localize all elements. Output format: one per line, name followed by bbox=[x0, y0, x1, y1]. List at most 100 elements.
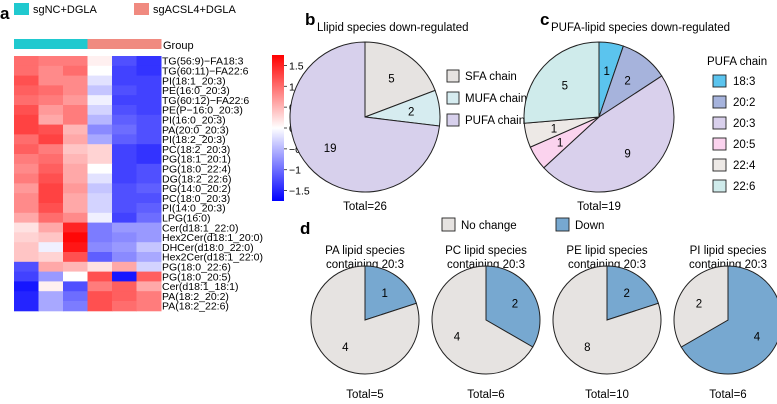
colorbar-tick-label: −1.5 bbox=[289, 186, 310, 198]
heatmap-cell bbox=[112, 203, 137, 214]
heatmap-cell bbox=[14, 271, 39, 282]
heatmap-cell bbox=[38, 291, 64, 302]
legend-label-sgnc: sgNC+DGLA bbox=[33, 4, 98, 16]
heatmap-cell bbox=[136, 114, 162, 126]
heatmap-cell bbox=[136, 232, 162, 243]
heatmap-cell bbox=[136, 163, 162, 175]
heatmap-row-label: Hex2Cer(d18:1_20:0) bbox=[162, 232, 263, 244]
pie-d-slice-label: 2 bbox=[696, 298, 702, 310]
heatmap-legend: sgNC+DGLA sgACSL4+DGLA bbox=[14, 3, 237, 16]
heatmap-row-label: TG(56:9)−FA18:3 bbox=[162, 56, 244, 68]
heatmap-cell bbox=[14, 144, 39, 155]
heatmap-row-label: DHCer(d18:0_22:0) bbox=[162, 242, 254, 254]
heatmap-cell bbox=[38, 95, 64, 106]
heatmap-cell bbox=[87, 301, 113, 312]
heatmap-cell bbox=[112, 291, 137, 302]
heatmap-cell bbox=[14, 163, 39, 175]
heatmap-row-label: PI(18:1_20:3) bbox=[162, 75, 226, 87]
heatmap-cell bbox=[87, 65, 113, 77]
heatmap-cell bbox=[38, 222, 64, 233]
heatmap-cell bbox=[112, 261, 137, 273]
heatmap-cell bbox=[136, 56, 162, 67]
heatmap-row-label: Hex2Cer(d18:1_22:0) bbox=[162, 252, 263, 264]
heatmap-cell bbox=[112, 124, 137, 135]
heatmap-row-label: TG(60:12)−FA22:6 bbox=[162, 95, 249, 107]
legend-c-swatch bbox=[712, 158, 727, 172]
heatmap-cell bbox=[38, 232, 64, 243]
legend-c-swatch bbox=[712, 116, 727, 130]
heatmap-cell bbox=[87, 232, 113, 243]
pie-d-title-line2: containing 20:3 bbox=[447, 259, 525, 271]
pie-d-title-line2: containing 20:3 bbox=[689, 259, 767, 271]
heatmap-cell bbox=[14, 183, 39, 194]
heatmap-cell bbox=[63, 144, 88, 155]
pie-d-slice bbox=[680, 265, 777, 375]
heatmap-cell bbox=[14, 65, 39, 77]
heatmap-cell bbox=[38, 75, 64, 86]
heatmap-cell bbox=[63, 173, 88, 184]
pie-b-total: Total=26 bbox=[343, 201, 387, 213]
heatmap-cell bbox=[87, 114, 113, 126]
heatmap-cell bbox=[14, 56, 39, 67]
heatmap-cell bbox=[112, 252, 137, 263]
heatmap-cell bbox=[14, 252, 39, 263]
heatmap-cell bbox=[136, 193, 162, 204]
heatmap-row-label: Cer(d18:1_22:0) bbox=[162, 222, 238, 234]
group-cell bbox=[14, 39, 39, 49]
heatmap-cell bbox=[87, 271, 113, 282]
legend-b-label: MUFA chain bbox=[465, 93, 527, 105]
heatmap-row-label: PI(16:0_20:3) bbox=[162, 115, 226, 127]
heatmap-cell bbox=[63, 114, 88, 126]
heatmap-cell bbox=[87, 252, 113, 263]
pie-d-slice-label: 2 bbox=[623, 288, 629, 300]
legend-d-swatch-no-change bbox=[441, 217, 456, 232]
panel-label-a: a bbox=[0, 4, 10, 23]
legend-c-label: 20:3 bbox=[733, 118, 755, 130]
heatmap-cell bbox=[87, 173, 113, 184]
heatmap-cell bbox=[87, 281, 113, 292]
legend-b-label: SFA chain bbox=[465, 71, 517, 83]
heatmap-cell bbox=[14, 203, 39, 214]
heatmap-cell bbox=[14, 85, 39, 96]
pie-d-slice bbox=[606, 265, 659, 321]
legend-c-swatch bbox=[712, 137, 727, 151]
heatmap-row-label: PA(18:2_22:6) bbox=[162, 301, 229, 313]
heatmap-row-label: PG(14:0_20:2) bbox=[162, 183, 231, 195]
heatmap-cell bbox=[63, 183, 88, 194]
heatmap-cell bbox=[87, 242, 113, 253]
pie-c-slice bbox=[523, 41, 600, 124]
heatmap-cell bbox=[112, 75, 137, 86]
heatmap-cell bbox=[136, 203, 162, 214]
heatmap-cell bbox=[38, 65, 64, 77]
heatmap-cell bbox=[63, 193, 88, 204]
heatmap-cell bbox=[63, 301, 88, 312]
heatmap-cell bbox=[38, 85, 64, 96]
heatmap-cell bbox=[14, 114, 39, 126]
heatmap-cell bbox=[87, 85, 113, 96]
heatmap-cell bbox=[63, 85, 88, 96]
heatmap: TG(56:9)−FA18:3TG(60:11)−FA22:6PI(18:1_2… bbox=[14, 39, 263, 313]
heatmap-cell bbox=[14, 232, 39, 243]
heatmap-cell bbox=[87, 95, 113, 106]
heatmap-cell bbox=[112, 183, 137, 194]
heatmap-cell bbox=[87, 193, 113, 204]
heatmap-cell bbox=[112, 65, 137, 77]
legend-swatch-sgnc bbox=[14, 3, 29, 15]
pie-d-slice-label: 4 bbox=[754, 332, 761, 344]
heatmap-cell bbox=[136, 222, 162, 233]
colorbar-tick-label: 1.5 bbox=[289, 60, 304, 72]
panel-label-d: d bbox=[300, 219, 310, 238]
heatmap-row-label: PE(16:0_20:3) bbox=[162, 85, 230, 97]
heatmap-cell bbox=[63, 134, 88, 145]
pie-b-slice-label: 5 bbox=[388, 74, 394, 86]
pie-d-slice bbox=[364, 265, 417, 321]
heatmap-cell bbox=[112, 212, 137, 224]
heatmap-cell bbox=[38, 252, 64, 263]
legend-b-swatch bbox=[446, 91, 460, 105]
heatmap-cell bbox=[63, 95, 88, 106]
heatmap-cell bbox=[38, 124, 64, 135]
heatmap-cell bbox=[14, 281, 39, 292]
heatmap-cell bbox=[136, 75, 162, 86]
